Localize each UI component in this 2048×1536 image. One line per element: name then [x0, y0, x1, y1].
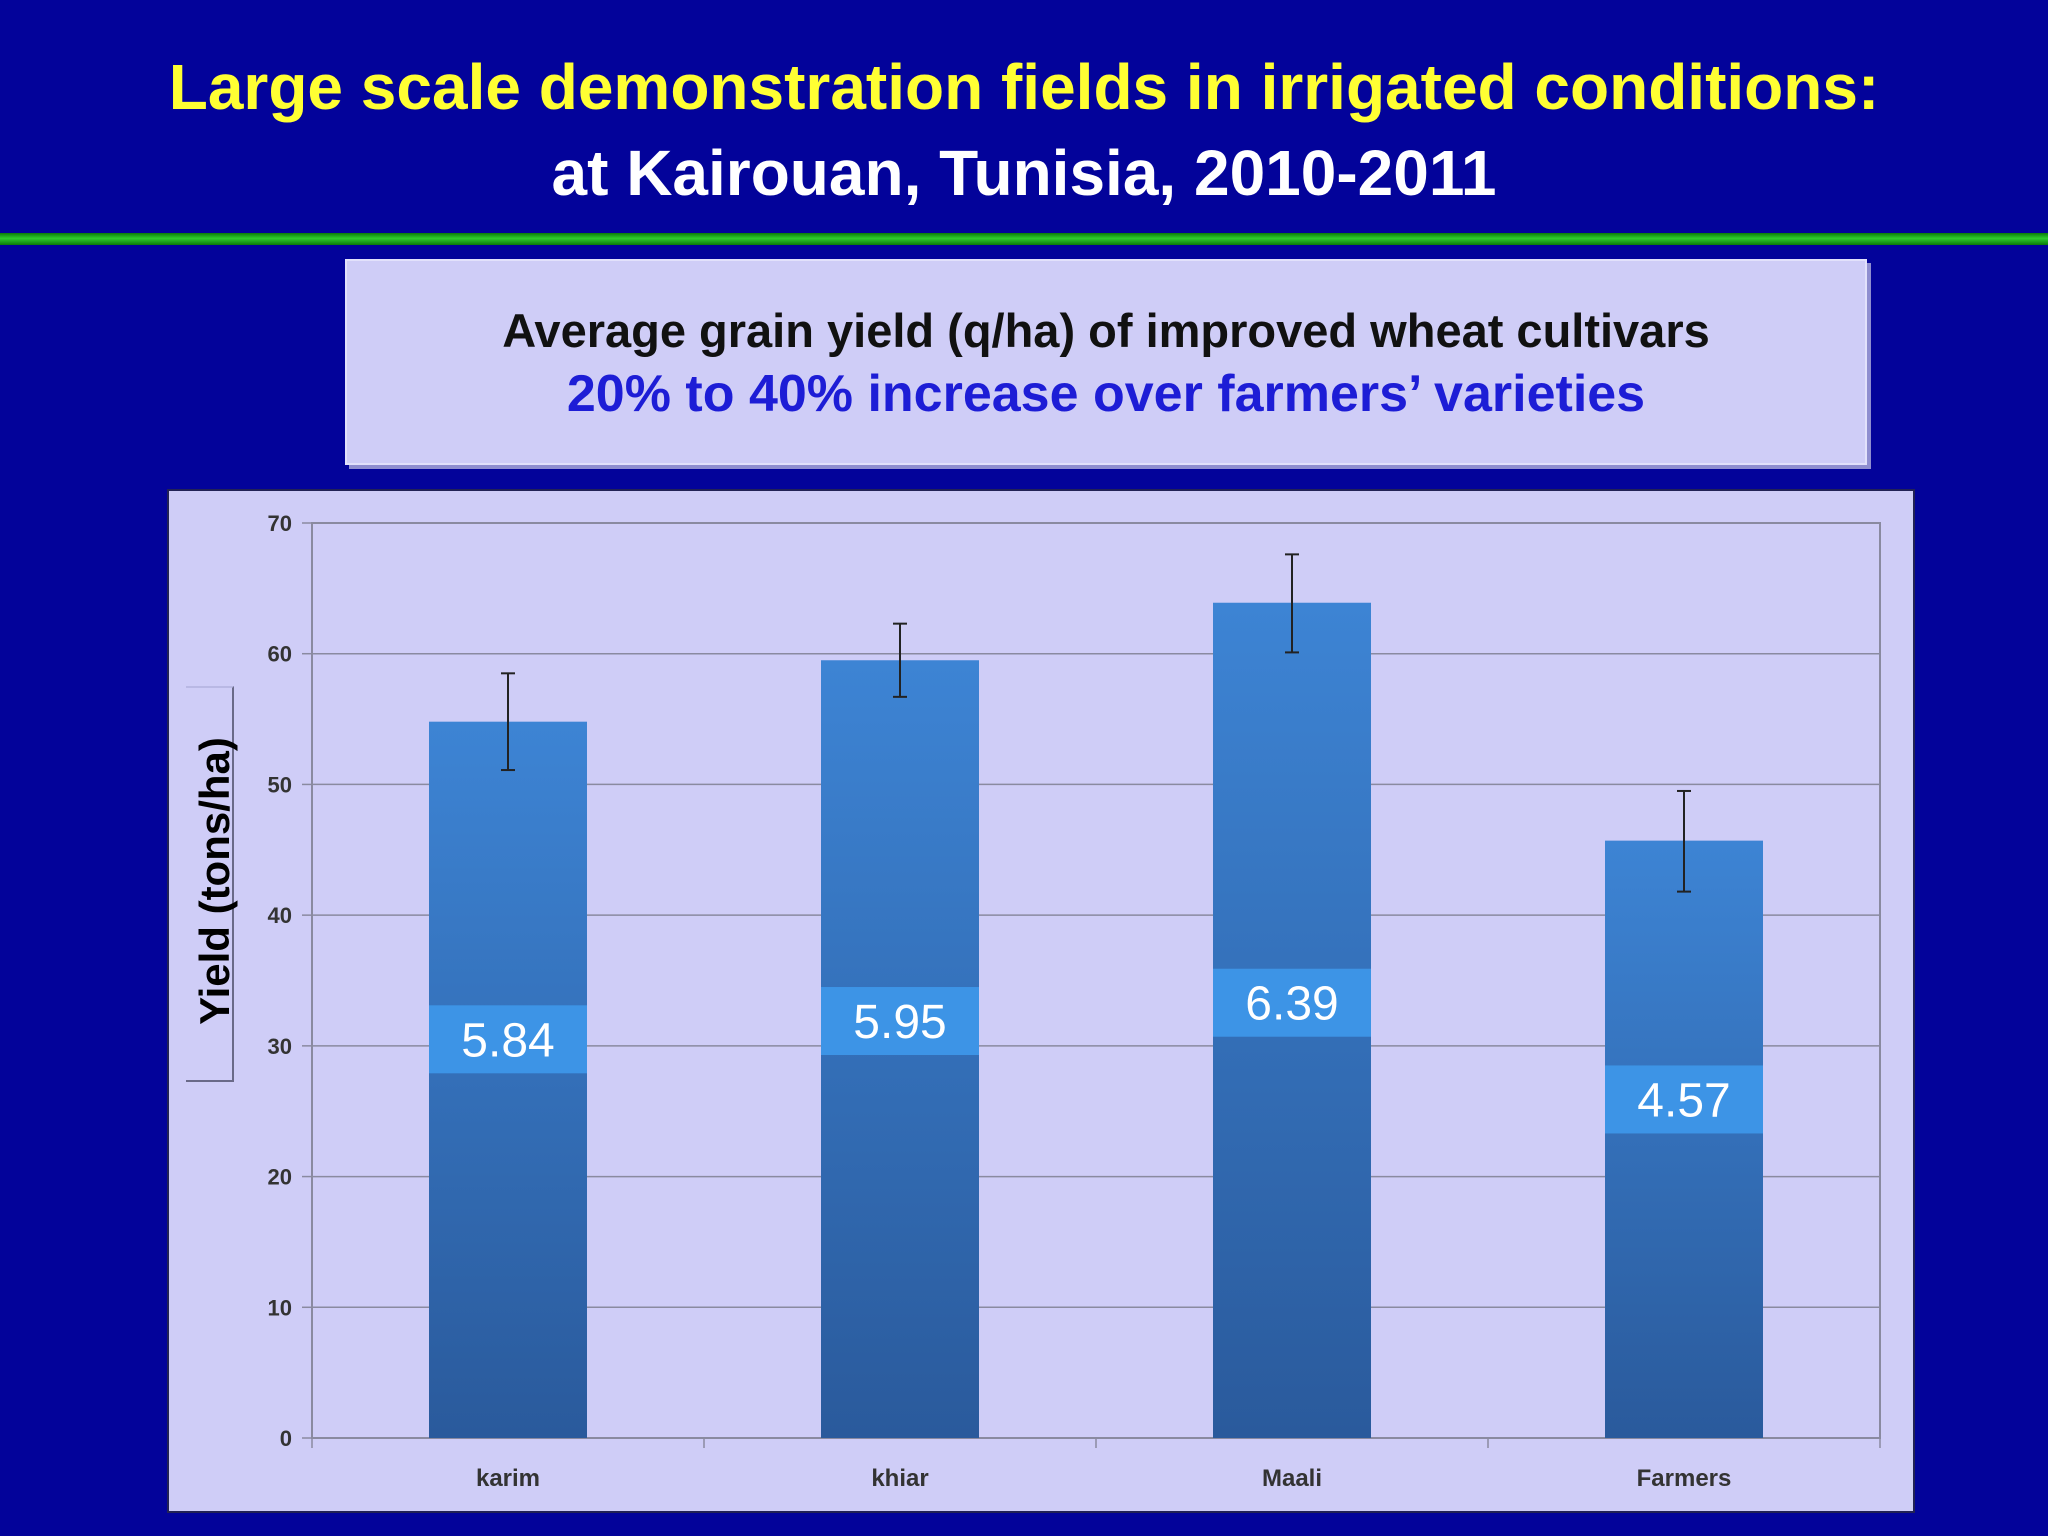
- y-axis-label-bracket: [186, 686, 234, 1082]
- subtitle-line2: 20% to 40% increase over farmers’ variet…: [566, 365, 1646, 423]
- category-label: Farmers: [1637, 1465, 1732, 1492]
- data-label: 4.57: [1637, 1074, 1730, 1127]
- y-axis-ticks: 0 10 20 30 40 50 60 70: [268, 511, 312, 1451]
- bar-karim: [429, 721, 587, 1438]
- data-label: 5.84: [461, 1014, 554, 1067]
- bar-farmers: [1605, 840, 1763, 1438]
- category-label: Maali: [1262, 1465, 1322, 1492]
- y-tick-label: 30: [268, 1034, 292, 1059]
- y-tick-label: 0: [280, 1426, 292, 1451]
- y-tick-label: 40: [268, 903, 292, 928]
- subtitle-line1: Average grain yield (q/ha) of improved w…: [502, 304, 1710, 357]
- data-label: 5.95: [853, 996, 946, 1049]
- title-divider: [0, 233, 2048, 245]
- bar-chart: 5.84 5.95 6.39 4.57 0 10 20 30 40 50 60 70 karim kh…: [191, 511, 1881, 1492]
- slide-title: Large scale demonstration fields in irri…: [0, 44, 2048, 216]
- y-tick-label: 20: [268, 1165, 292, 1190]
- data-label-box: [821, 987, 979, 1056]
- subtitle-box: Average grain yield (q/ha) of improved w…: [345, 259, 1867, 465]
- y-axis-label: Yield (tons/ha): [191, 737, 238, 1025]
- category-label: karim: [476, 1465, 540, 1492]
- bars: [429, 602, 1763, 1438]
- error-bars: [501, 553, 1691, 893]
- data-labels: 5.84 5.95 6.39 4.57: [429, 968, 1763, 1134]
- slide-title-line2: at Kairouan, Tunisia, 2010-2011: [551, 137, 1497, 209]
- category-label: khiar: [871, 1465, 928, 1492]
- y-tick-label: 70: [268, 511, 292, 536]
- slide-title-line1: Large scale demonstration fields in irri…: [168, 51, 1880, 123]
- chart-panel: 5.84 5.95 6.39 4.57 0 10 20 30 40 50 60 70 karim kh…: [167, 489, 1915, 1513]
- y-tick-label: 50: [268, 772, 292, 797]
- data-label: 6.39: [1245, 978, 1338, 1031]
- data-label-box: [1605, 1065, 1763, 1134]
- y-tick-label: 60: [268, 642, 292, 667]
- y-tick-label: 10: [268, 1295, 292, 1320]
- data-label-box: [1213, 968, 1371, 1037]
- x-axis-categories: karim khiar Maali Farmers: [476, 1465, 1731, 1492]
- data-label-box: [429, 1005, 587, 1074]
